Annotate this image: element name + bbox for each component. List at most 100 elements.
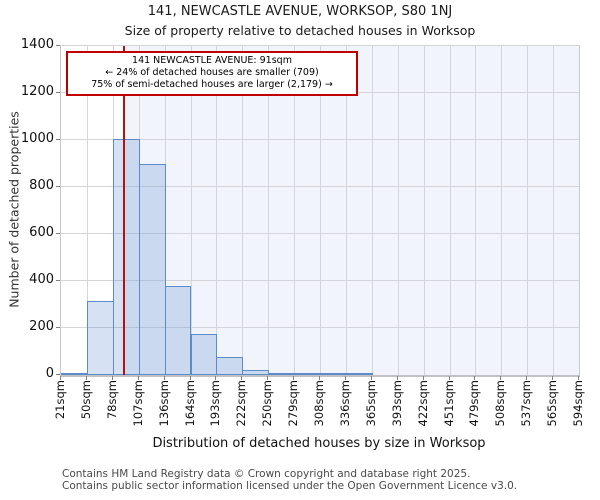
y-tick-mark: [56, 327, 60, 328]
x-tick-label: 250sqm: [260, 380, 275, 427]
gridline-vertical: [345, 46, 347, 375]
x-tick-mark: [344, 376, 346, 380]
x-tick-mark: [215, 376, 217, 380]
gridline-vertical: [553, 46, 555, 375]
histogram-bar: [164, 285, 192, 375]
gridline-vertical: [501, 46, 503, 375]
x-tick-label: 393sqm: [389, 380, 404, 427]
x-tick-mark: [319, 376, 320, 380]
histogram-bar: [190, 333, 218, 375]
histogram-bar: [294, 373, 321, 375]
gridline-horizontal: [61, 280, 579, 281]
histogram-bar: [345, 373, 373, 375]
x-tick-label: 537sqm: [519, 380, 534, 427]
gridline-horizontal: [61, 327, 579, 328]
y-tick-mark: [56, 280, 60, 281]
x-tick-mark: [578, 376, 579, 380]
x-tick-label: 451sqm: [441, 380, 456, 427]
x-tick-label: 50sqm: [78, 380, 93, 420]
y-tick-label: 1400: [20, 37, 54, 53]
histogram-bar: [242, 370, 270, 375]
y-tick-label: 200: [29, 319, 54, 335]
histogram-bar: [86, 300, 114, 375]
histogram-bar: [61, 373, 88, 375]
y-tick-mark: [56, 45, 60, 46]
y-tick-label: 400: [29, 272, 54, 288]
gridline-vertical: [320, 46, 321, 375]
gridline-horizontal: [61, 139, 579, 140]
gridline-vertical: [242, 46, 244, 375]
gridline-horizontal: [61, 233, 579, 234]
x-tick-label: 508sqm: [493, 380, 508, 427]
gridline-vertical: [216, 46, 218, 375]
y-axis-ticks: 0 200 400 600 800 1000 1200 1400: [0, 37, 54, 381]
x-tick-mark: [370, 376, 372, 380]
x-tick-mark: [396, 376, 398, 380]
y-tick-label: 0: [45, 366, 54, 382]
histogram-bar: [320, 373, 347, 375]
footer-attribution-2: Contains public sector information licen…: [62, 480, 518, 492]
gridline-vertical: [527, 46, 529, 375]
y-tick-mark: [56, 139, 60, 140]
gridline-vertical: [371, 46, 373, 375]
x-tick-mark: [448, 376, 450, 380]
y-tick-label: 600: [29, 225, 54, 241]
y-tick-mark: [56, 374, 60, 375]
x-tick-mark: [189, 376, 191, 380]
y-tick-label: 1200: [20, 84, 54, 100]
gridline-vertical: [294, 46, 296, 375]
x-tick-mark: [526, 376, 528, 380]
gridline-horizontal: [61, 45, 579, 46]
footer-attribution-1: Contains HM Land Registry data © Crown c…: [62, 468, 471, 480]
x-tick-label: 279sqm: [286, 380, 301, 427]
x-tick-mark: [293, 376, 295, 380]
gridline-vertical: [190, 46, 192, 375]
x-tick-label: 479sqm: [467, 380, 482, 427]
x-tick-mark: [267, 376, 269, 380]
x-tick-label: 222sqm: [234, 380, 249, 427]
gridline-vertical: [86, 46, 88, 375]
x-tick-label: 164sqm: [182, 380, 197, 427]
x-tick-label: 193sqm: [208, 380, 223, 427]
annotation-line-2: ← 24% of detached houses are smaller (70…: [105, 67, 319, 78]
larger-region-shade: [124, 46, 579, 375]
plot-area: 141 NEWCASTLE AVENUE: 91sqm ← 24% of det…: [60, 45, 580, 377]
x-tick-mark: [241, 376, 243, 380]
x-tick-label: 136sqm: [156, 380, 171, 427]
y-tick-mark: [56, 92, 60, 93]
y-tick-mark: [56, 233, 60, 234]
histogram-bar: [138, 163, 166, 375]
histogram-bar: [112, 138, 140, 375]
histogram-bar: [216, 357, 244, 375]
x-tick-mark: [552, 376, 554, 380]
x-tick-mark: [137, 376, 139, 380]
x-tick-mark: [60, 376, 61, 380]
annotation-line-1: 141 NEWCASTLE AVENUE: 91sqm: [132, 55, 292, 66]
x-tick-mark: [474, 376, 476, 380]
x-tick-label: 594sqm: [571, 380, 585, 427]
x-tick-mark: [111, 376, 113, 380]
annotation-line-3: 75% of semi-detached houses are larger (…: [91, 79, 333, 90]
page-subtitle: Size of property relative to detached ho…: [124, 23, 476, 38]
x-tick-label: 308sqm: [312, 380, 326, 427]
gridline-vertical: [475, 46, 477, 375]
histogram-bar: [268, 373, 296, 375]
y-tick-label: 800: [29, 178, 54, 194]
gridline-vertical: [449, 46, 451, 375]
x-tick-label: 565sqm: [545, 380, 560, 427]
gridline-vertical: [423, 46, 425, 375]
x-tick-label: 365sqm: [363, 380, 378, 427]
y-tick-mark: [56, 186, 60, 187]
x-tick-mark: [85, 376, 87, 380]
subject-property-line: [123, 46, 126, 375]
page-title: 141, NEWCASTLE AVENUE, WORKSOP, S80 1NJ: [147, 4, 453, 19]
gridline-horizontal: [61, 186, 579, 187]
x-tick-label: 21sqm: [53, 380, 67, 420]
y-tick-label: 1000: [20, 131, 54, 147]
x-tick-label: 107sqm: [130, 380, 145, 427]
gridline-vertical: [397, 46, 399, 375]
x-tick-mark: [163, 376, 165, 380]
x-tick-label: 78sqm: [104, 380, 119, 420]
x-tick-mark: [500, 376, 502, 380]
